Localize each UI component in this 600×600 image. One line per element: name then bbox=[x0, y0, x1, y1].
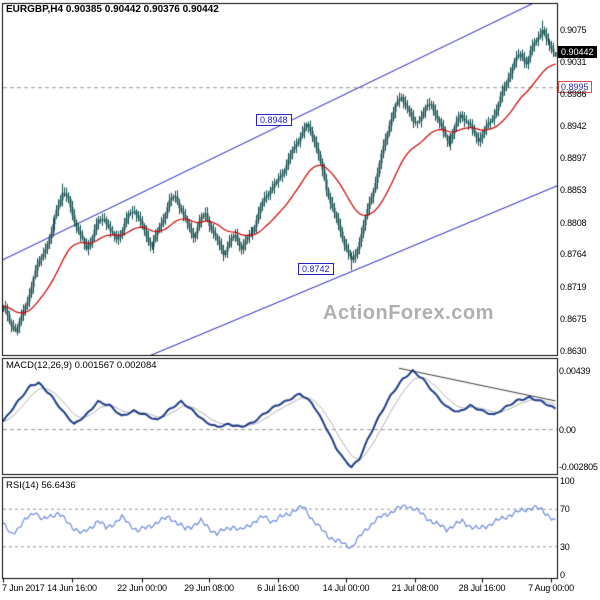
macd-axis-label: 0.00 bbox=[559, 425, 576, 435]
price-axis-label: 0.8986 bbox=[560, 89, 587, 99]
macd-axis-label: 0.00439 bbox=[559, 366, 591, 376]
x-axis-label: 7 Jun 2017 bbox=[2, 583, 45, 593]
x-axis-label: 22 Jun 00:00 bbox=[117, 583, 167, 593]
watermark: ActionForex.com bbox=[323, 302, 494, 324]
x-axis-label: 7 Aug 00:00 bbox=[528, 583, 574, 593]
price-axis-label: 0.8853 bbox=[560, 185, 587, 195]
x-axis-label: 14 Jul 00:00 bbox=[322, 583, 370, 593]
rsi-axis-label: 70 bbox=[560, 504, 570, 514]
price-axis-label: 0.8942 bbox=[560, 121, 587, 131]
macd-label: MACD(12,26,9) 0.001567 0.002084 bbox=[6, 360, 157, 371]
rsi-axis-label: 0 bbox=[560, 570, 565, 580]
price-axis-label: 0.9031 bbox=[560, 57, 587, 67]
price-axis-label: 0.8675 bbox=[560, 314, 587, 324]
price-axis-label: 0.8808 bbox=[560, 218, 587, 228]
price-axis-label: 0.8630 bbox=[560, 346, 587, 356]
swing-low-label: 0.8742 bbox=[298, 263, 334, 275]
price-axis-label: 0.8764 bbox=[560, 249, 587, 259]
price-axis-label: 0.9075 bbox=[560, 25, 587, 35]
rsi-axis-label: 30 bbox=[560, 542, 570, 552]
swing-high-label: 0.8948 bbox=[256, 114, 292, 126]
current-price-box: 0.90442 bbox=[558, 46, 597, 58]
ma-level-box: 0.8995 bbox=[558, 81, 592, 93]
chart-title: EURGBP,H4 0.90385 0.90442 0.90376 0.9044… bbox=[6, 4, 219, 15]
x-axis-label: 14 Jun 16:00 bbox=[47, 583, 97, 593]
x-axis-label: 21 Jul 08:00 bbox=[391, 583, 439, 593]
price-axis-label: 0.8897 bbox=[560, 153, 587, 163]
rsi-label: RSI(14) 56.6436 bbox=[6, 480, 76, 491]
x-axis-label: 6 Jul 16:00 bbox=[257, 583, 299, 593]
rsi-axis-label: 100 bbox=[560, 476, 575, 486]
macd-axis-label: -0.002805 bbox=[559, 462, 598, 472]
x-axis-label: 29 Jun 08:00 bbox=[184, 583, 234, 593]
x-axis-label: 28 Jul 16:00 bbox=[458, 583, 506, 593]
price-axis-label: 0.8719 bbox=[560, 282, 587, 292]
